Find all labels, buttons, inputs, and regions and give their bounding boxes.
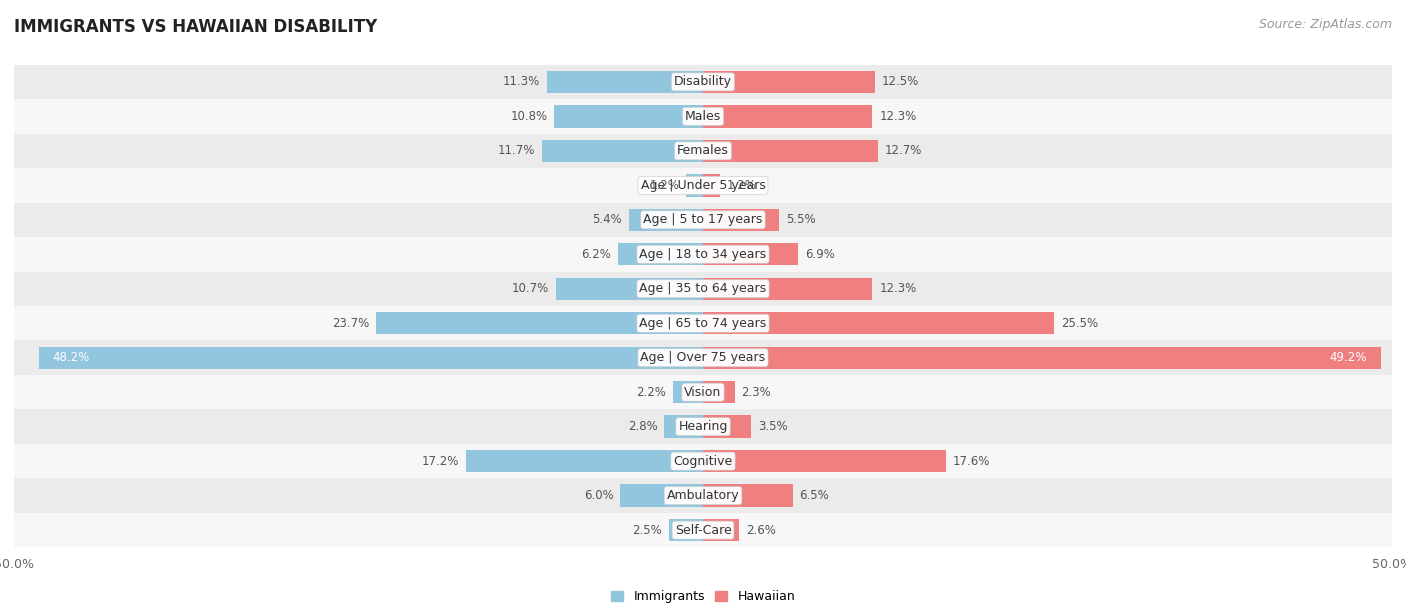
Bar	[669, 519, 703, 542]
Text: 10.8%: 10.8%	[510, 110, 547, 123]
Text: 48.2%: 48.2%	[52, 351, 90, 364]
Text: Disability: Disability	[673, 75, 733, 88]
Bar	[14, 306, 1392, 340]
Bar	[14, 375, 1392, 409]
Bar	[14, 168, 1392, 203]
Bar	[703, 312, 1054, 334]
Bar	[39, 346, 703, 369]
Text: 11.3%: 11.3%	[503, 75, 540, 88]
Bar	[703, 209, 779, 231]
Text: 6.0%: 6.0%	[583, 489, 613, 502]
Bar	[541, 140, 703, 162]
Text: 23.7%: 23.7%	[332, 317, 370, 330]
Text: 12.5%: 12.5%	[882, 75, 920, 88]
Text: 12.3%: 12.3%	[879, 282, 917, 295]
Bar	[703, 381, 735, 403]
Bar	[703, 416, 751, 438]
Text: Ambulatory: Ambulatory	[666, 489, 740, 502]
Legend: Immigrants, Hawaiian: Immigrants, Hawaiian	[606, 585, 800, 608]
Text: 1.2%: 1.2%	[650, 179, 679, 192]
Text: Age | 65 to 74 years: Age | 65 to 74 years	[640, 317, 766, 330]
Bar	[14, 203, 1392, 237]
Bar	[703, 243, 799, 266]
Bar	[14, 409, 1392, 444]
Text: Males: Males	[685, 110, 721, 123]
Text: 3.5%: 3.5%	[758, 420, 787, 433]
Bar	[554, 105, 703, 127]
Text: 6.2%: 6.2%	[581, 248, 610, 261]
Bar	[377, 312, 703, 334]
Bar	[555, 278, 703, 300]
Bar	[703, 485, 793, 507]
Text: Age | 5 to 17 years: Age | 5 to 17 years	[644, 214, 762, 226]
Bar	[672, 381, 703, 403]
Text: Source: ZipAtlas.com: Source: ZipAtlas.com	[1258, 18, 1392, 31]
Text: 6.9%: 6.9%	[806, 248, 835, 261]
Text: 5.5%: 5.5%	[786, 214, 815, 226]
Text: 2.5%: 2.5%	[631, 524, 662, 537]
Bar	[617, 243, 703, 266]
Bar	[14, 444, 1392, 479]
Text: 49.2%: 49.2%	[1330, 351, 1367, 364]
Text: 2.6%: 2.6%	[745, 524, 776, 537]
Text: 17.2%: 17.2%	[422, 455, 460, 468]
Text: Cognitive: Cognitive	[673, 455, 733, 468]
Bar	[703, 278, 873, 300]
Text: 12.3%: 12.3%	[879, 110, 917, 123]
Bar	[465, 450, 703, 472]
Text: Age | Under 5 years: Age | Under 5 years	[641, 179, 765, 192]
Text: Females: Females	[678, 144, 728, 157]
Bar	[14, 65, 1392, 99]
Bar	[14, 237, 1392, 272]
Text: Age | 18 to 34 years: Age | 18 to 34 years	[640, 248, 766, 261]
Bar	[14, 99, 1392, 133]
Bar	[628, 209, 703, 231]
Bar	[14, 513, 1392, 547]
Text: 5.4%: 5.4%	[592, 214, 621, 226]
Text: 10.7%: 10.7%	[512, 282, 548, 295]
Text: 11.7%: 11.7%	[498, 144, 534, 157]
Text: 2.2%: 2.2%	[636, 386, 666, 398]
Text: 2.8%: 2.8%	[628, 420, 658, 433]
Bar	[14, 133, 1392, 168]
Text: 17.6%: 17.6%	[952, 455, 990, 468]
Text: 25.5%: 25.5%	[1062, 317, 1098, 330]
Bar	[620, 485, 703, 507]
Bar	[703, 70, 875, 93]
Text: Self-Care: Self-Care	[675, 524, 731, 537]
Text: 12.7%: 12.7%	[884, 144, 922, 157]
Bar	[703, 450, 945, 472]
Text: Hearing: Hearing	[678, 420, 728, 433]
Text: 2.3%: 2.3%	[741, 386, 772, 398]
Text: IMMIGRANTS VS HAWAIIAN DISABILITY: IMMIGRANTS VS HAWAIIAN DISABILITY	[14, 18, 377, 36]
Text: Age | Over 75 years: Age | Over 75 years	[641, 351, 765, 364]
Bar	[703, 346, 1381, 369]
Bar	[703, 105, 873, 127]
Bar	[703, 174, 720, 196]
Bar	[686, 174, 703, 196]
Bar	[703, 140, 877, 162]
Text: Age | 35 to 64 years: Age | 35 to 64 years	[640, 282, 766, 295]
Bar	[14, 479, 1392, 513]
Bar	[547, 70, 703, 93]
Text: 1.2%: 1.2%	[727, 179, 756, 192]
Bar	[14, 340, 1392, 375]
Text: Vision: Vision	[685, 386, 721, 398]
Bar	[14, 272, 1392, 306]
Bar	[665, 416, 703, 438]
Text: 6.5%: 6.5%	[800, 489, 830, 502]
Bar	[703, 519, 738, 542]
